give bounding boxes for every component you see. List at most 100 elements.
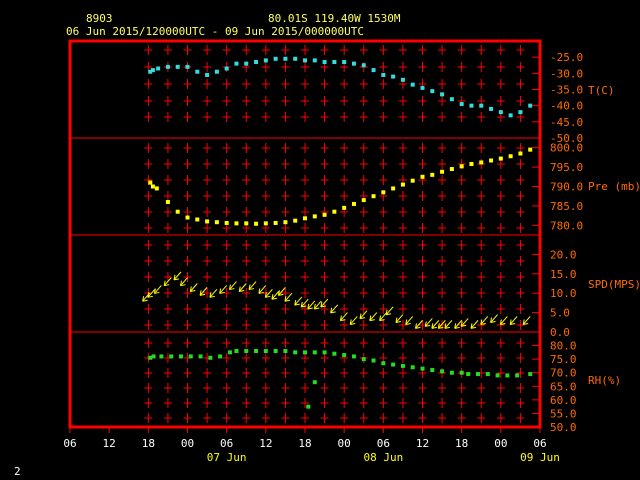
temperature-point: [214, 69, 219, 74]
wind-arrow-head: [369, 315, 372, 321]
humidity-point: [263, 349, 268, 353]
wind-arrow-head: [405, 319, 408, 325]
humidity-point: [254, 349, 259, 353]
pressure-point: [254, 221, 259, 226]
wind-arrow-head: [379, 319, 385, 322]
wind-arrow-head: [460, 321, 463, 327]
pressure-point: [148, 180, 153, 185]
wind-arrow-head: [461, 324, 467, 327]
pressure-point: [224, 220, 229, 225]
y-tick-label: 60.0: [550, 394, 577, 407]
temperature-point: [440, 92, 445, 97]
x-tick-label: 06: [377, 437, 390, 450]
wind-arrow-head: [278, 293, 284, 296]
temperature-point: [342, 60, 347, 65]
temperature-point: [469, 103, 474, 108]
humidity-point: [208, 355, 213, 360]
wind-arrow-head: [219, 288, 222, 294]
pressure-point: [469, 161, 474, 166]
temperature-point: [303, 58, 307, 63]
station-location: 80.01S 119.40W 1530M: [268, 12, 401, 25]
wind-arrow-head: [490, 317, 493, 323]
humidity-point: [234, 349, 239, 353]
temperature-point: [156, 66, 161, 71]
wind-arrow-head: [350, 322, 356, 325]
y-tick-label: 55.0: [550, 407, 577, 420]
wind-arrow-head: [424, 321, 427, 327]
temperature-point: [165, 64, 170, 69]
wind-arrow-head: [180, 280, 182, 286]
wind-arrow-head: [330, 307, 333, 313]
station-id: 8903: [86, 12, 113, 25]
humidity-point: [410, 365, 415, 370]
pressure-point: [312, 214, 317, 219]
y-tick-label: 80.0: [550, 340, 577, 353]
pressure-point: [154, 186, 159, 191]
humidity-point: [466, 372, 471, 377]
wind-arrow: [271, 290, 280, 300]
wind-arrow-head: [199, 293, 206, 296]
wind-arrow: [454, 320, 463, 329]
wind-arrow: [369, 312, 378, 321]
humidity-point: [293, 350, 298, 355]
wind-arrow: [415, 320, 423, 329]
wind-arrow-head: [454, 326, 460, 329]
temperature-point: [508, 113, 513, 118]
wind-arrow-head: [500, 322, 506, 325]
wind-arrow-head: [164, 284, 170, 287]
panel-label-pressure: Pre (mb): [588, 180, 640, 193]
pressure-point: [498, 156, 503, 161]
wind-arrow-head: [248, 288, 255, 291]
wind-arrow-head: [438, 326, 444, 329]
wind-arrow: [444, 320, 453, 329]
humidity-point: [351, 354, 356, 359]
wind-arrow-head: [147, 292, 150, 298]
wind-arrow: [307, 300, 316, 310]
pressure-point: [244, 221, 249, 226]
y-tick-label: 10.0: [550, 287, 577, 300]
humidity-point: [151, 354, 156, 359]
temperature-point: [351, 61, 356, 66]
y-tick-label: 75.0: [550, 353, 577, 366]
wind-arrow-head: [248, 284, 251, 290]
y-tick-label: -30.0: [550, 67, 583, 80]
humidity-point: [312, 350, 317, 355]
x-tick-label: 06: [220, 437, 233, 450]
pressure-point: [361, 198, 366, 203]
pressure-point: [400, 182, 405, 187]
pressure-point: [273, 220, 278, 225]
wind-arrow-head: [444, 326, 450, 329]
data-series: [142, 56, 533, 409]
panel-label-humidity: RH(%): [588, 374, 621, 387]
pressure-point: [528, 147, 533, 152]
wind-arrow-head: [265, 295, 271, 298]
y-tick-label: -50.0: [550, 132, 583, 145]
humidity-point: [218, 354, 223, 359]
wind-arrow: [437, 320, 446, 329]
wind-arrow-head: [339, 315, 342, 321]
wind-arrow-head: [239, 290, 245, 292]
wind-arrow-head: [330, 311, 336, 314]
wind-arrow: [340, 312, 348, 321]
temperature-point: [400, 77, 405, 82]
x-tick-label: 18: [455, 437, 468, 450]
wind-arrow-head: [415, 326, 421, 329]
y-tick-label: 70.0: [550, 367, 577, 380]
wind-arrow: [154, 285, 162, 294]
wind-arrow-head: [454, 323, 457, 329]
wind-arrow-head: [294, 299, 297, 306]
temperature-point: [234, 61, 239, 66]
x-tick-label: 12: [416, 437, 429, 450]
pressure-point: [410, 178, 415, 183]
y-tick-label: 785.0: [550, 200, 583, 213]
pressure-point: [195, 217, 200, 222]
wind-arrow-head: [415, 323, 417, 329]
wind-arrow: [264, 288, 273, 298]
wind-arrow-head: [480, 322, 486, 325]
y-tick-label: 15.0: [550, 268, 577, 281]
humidity-point: [440, 369, 445, 374]
humidity-point: [475, 372, 480, 377]
wind-arrow-head: [313, 303, 316, 310]
wind-arrow-head: [349, 319, 352, 325]
